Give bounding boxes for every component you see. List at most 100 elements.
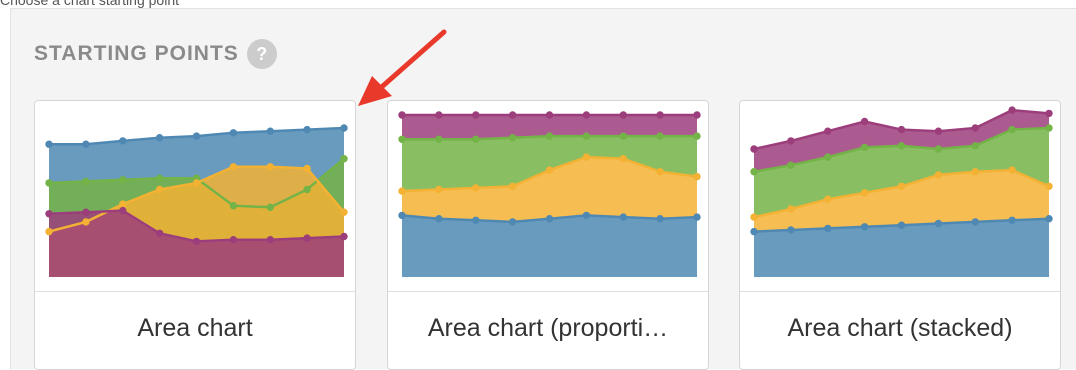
data-point-blue [398,211,406,220]
card-divider [388,291,708,292]
data-point-green [656,132,664,140]
data-point-yellow [1008,166,1016,174]
data-point-blue [472,216,480,225]
chart-card-area-proportional[interactable]: Area chart (proporti… [387,100,709,370]
section-header: STARTING POINTS ? [34,36,277,72]
area-stacked-chart-thumbnail [750,106,1053,277]
data-point-green [82,177,90,186]
data-point-blue [693,213,701,221]
data-point-green [693,132,701,140]
data-point-green [155,174,164,182]
data-point-yellow [472,184,480,192]
data-point-purple [897,125,906,134]
data-point-purple [472,111,480,119]
data-point-purple [340,232,348,241]
data-point-blue [266,127,275,135]
data-point-green [266,203,275,212]
data-point-blue [619,213,628,221]
data-point-purple [582,111,591,119]
data-point-green [619,132,628,140]
data-point-yellow [787,205,795,213]
data-point-blue [229,129,238,137]
data-point-purple [619,111,628,119]
data-point-yellow [934,171,943,179]
data-point-blue [303,125,311,134]
data-point-yellow [693,172,701,181]
data-point-blue [1008,216,1016,225]
card-label: Area chart (stacked) [787,314,1013,342]
area-yellow [402,157,697,222]
data-point-blue [971,218,980,226]
area-blue [754,218,1049,277]
card-divider [35,291,355,292]
data-point-green [435,135,443,143]
data-point-blue [750,227,758,236]
data-point-purple [398,111,406,119]
data-point-green [545,132,554,140]
data-point-purple [45,210,53,218]
data-point-yellow [545,166,554,174]
data-point-yellow [619,155,628,163]
data-point-yellow [155,185,164,194]
card-label: Area chart (proporti… [427,314,669,342]
chart-card-area-stacked[interactable]: Area chart (stacked) [739,100,1061,370]
area-blue [402,215,697,277]
data-point-green [398,135,406,143]
data-point-blue [45,140,53,148]
data-point-yellow [897,182,906,191]
data-point-green [787,161,795,169]
data-point-purple [1045,109,1053,118]
area-chart-thumbnail [45,124,348,277]
data-point-yellow [750,213,758,221]
data-point-yellow [82,218,90,226]
top-caption: Choose a chart starting point [0,0,179,8]
data-point-green [229,202,238,210]
data-point-green [934,145,943,153]
data-point-green [119,176,127,184]
data-point-blue [119,137,127,145]
chart-card-area[interactable]: Area chart [34,100,356,370]
data-point-green [897,142,906,150]
data-point-yellow [435,185,443,194]
data-point-yellow [971,168,980,176]
data-point-yellow [582,153,591,161]
data-point-green [45,179,53,187]
data-point-purple [824,127,832,135]
data-point-green [750,168,758,176]
data-point-purple [303,234,311,242]
card-divider [740,291,1060,292]
area-yellow [754,170,1049,232]
data-point-green [508,134,517,142]
section-title: STARTING POINTS [34,42,239,65]
data-point-blue [934,219,943,228]
area-green [754,128,1049,218]
data-point-purple [229,236,238,244]
data-point-blue [582,211,591,220]
data-point-blue [340,124,348,132]
area-proportional-chart-thumbnail [398,111,701,277]
help-icon[interactable]: ? [246,39,277,69]
data-point-blue [508,218,517,226]
data-point-blue [545,215,554,223]
data-point-yellow [119,200,127,208]
data-point-blue [1045,215,1053,223]
data-point-purple [787,137,795,145]
data-point-purple [934,127,943,135]
data-point-green [472,135,480,143]
data-point-purple [266,236,275,244]
data-point-blue [656,215,664,223]
data-point-green [340,155,348,163]
data-point-yellow [45,227,53,236]
data-point-blue [860,223,869,231]
data-point-purple [508,111,517,119]
data-point-purple [155,229,164,238]
annotation-arrow-icon [358,29,447,106]
data-point-yellow [508,182,517,191]
data-point-yellow [340,208,348,216]
data-point-purple [82,208,90,216]
data-point-green [1045,124,1053,132]
data-point-purple [119,206,127,215]
card-label: Area chart [137,314,253,342]
data-point-green [1008,125,1016,134]
data-point-green [582,132,591,140]
